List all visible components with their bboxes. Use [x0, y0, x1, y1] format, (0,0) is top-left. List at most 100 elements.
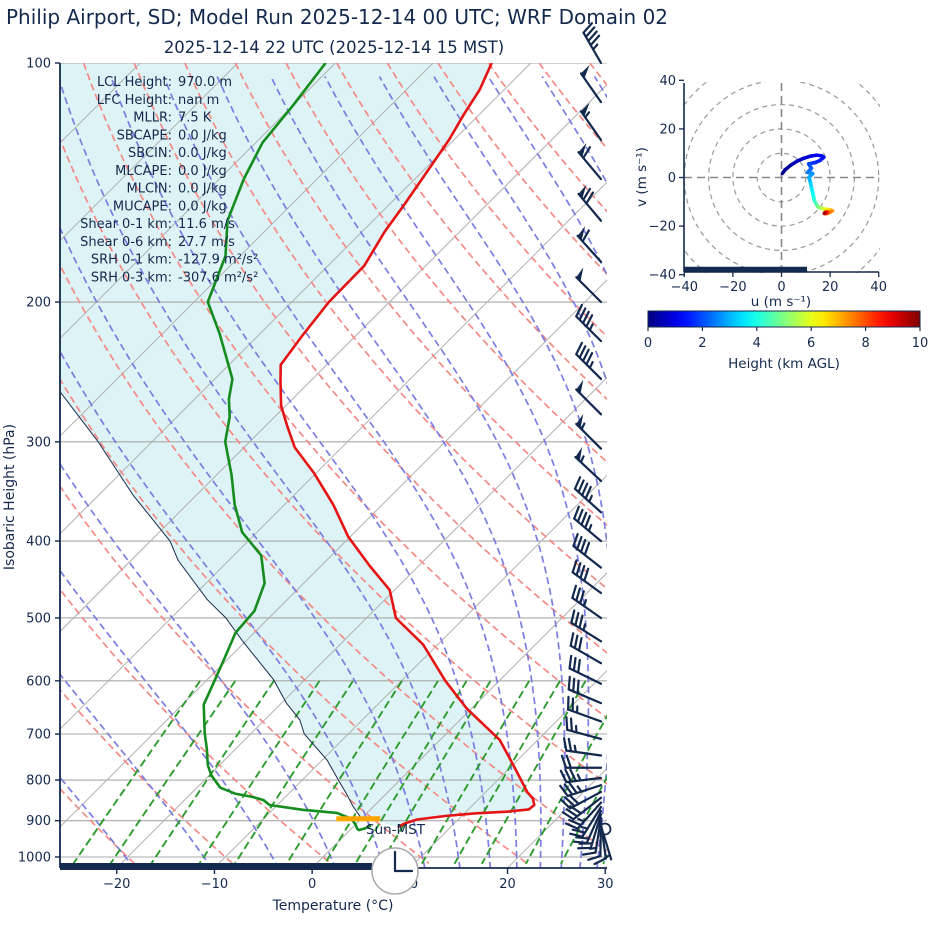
hodograph-y-label: v (m s⁻¹): [634, 147, 650, 207]
dry-adiabat-line: [60, 688, 234, 865]
wind-barb: [575, 414, 603, 450]
pressure-tick-label: 700: [26, 728, 51, 743]
moist-adiabat-line: [60, 776, 136, 868]
wind-barb: [577, 142, 603, 181]
barb-full: [585, 191, 595, 205]
ground-bar-and-clock: [60, 847, 419, 895]
wind-barb: [571, 584, 603, 620]
wind-barb: [565, 716, 603, 740]
moist-adiabat-line: [593, 76, 607, 99]
barb-full: [565, 716, 569, 731]
hodograph-range-ring: [684, 82, 880, 273]
barb-full: [567, 675, 571, 691]
index-value: 11.6 m/s: [178, 217, 235, 232]
barb-full: [559, 798, 572, 810]
hodograph-v-tick-label: 40: [659, 74, 676, 89]
index-value: 7.5 K: [178, 111, 212, 126]
barb-full: [562, 737, 568, 752]
barb-pennant: [575, 446, 583, 462]
barb-full: [569, 768, 577, 783]
wind-barb: [569, 805, 603, 838]
barb-half: [576, 773, 582, 782]
dry-adiabat-line: [133, 63, 607, 654]
moist-adiabat-line: [60, 349, 385, 868]
barb-full: [577, 479, 585, 494]
skewt-background-lines: [60, 63, 730, 869]
barb-full: [559, 784, 569, 798]
barb-full: [575, 303, 584, 318]
moist-adiabat-line: [645, 77, 730, 869]
barb-half: [588, 494, 593, 503]
barb-full: [565, 808, 579, 818]
moist-adiabat-line: [60, 569, 280, 868]
colorbar-tick-label: 6: [807, 336, 815, 351]
isotherm-line: [604, 865, 607, 868]
barb-full: [572, 677, 576, 693]
wind-barb: [561, 796, 603, 821]
barb-half: [588, 846, 598, 850]
mixing-ratio-line: [480, 680, 587, 865]
barb-full: [577, 658, 581, 674]
mixing-ratio-line: [379, 680, 492, 865]
sun-elevation-bar: [336, 816, 381, 822]
stability-indices-panel: LCL Height: 970.0 m LFC Height: nan m MLLR: 7…: [80, 75, 258, 285]
barb-full: [579, 538, 587, 554]
hodograph-v-tick-label: −20: [649, 220, 676, 235]
barb-pennant: [580, 64, 590, 79]
temperature-tick-label: −20: [103, 877, 130, 892]
isotherm-line: [409, 669, 607, 868]
height-colorbar: 0 2 4 6 8 10: [644, 310, 928, 351]
mixing-ratio-line: [72, 680, 201, 865]
wind-barb: [573, 505, 603, 543]
moist-adiabat-line: [324, 76, 590, 868]
index-value: 0.0 J/kg: [178, 164, 227, 179]
barb-full: [571, 828, 587, 834]
wind-barb: [569, 632, 603, 665]
pressure-tick-label: 500: [26, 611, 51, 626]
moist-adiabat-line: [216, 76, 542, 868]
wind-barb: [568, 654, 603, 685]
moist-adiabat-line: [60, 672, 213, 868]
barb-full: [573, 476, 582, 490]
barb-half: [591, 43, 599, 51]
hodograph-x-label: u (m s⁻¹): [751, 294, 811, 310]
barb-full: [575, 562, 582, 577]
surface-ground-bar: [60, 863, 372, 870]
barb-half: [588, 361, 594, 369]
wind-barb: [570, 609, 603, 643]
barb-full: [574, 611, 580, 627]
index-label: SRH 0-3 km:: [91, 270, 172, 285]
hodograph-trace-segment: [822, 210, 827, 216]
barb-half: [588, 323, 594, 332]
index-value: 970.0 m: [178, 75, 232, 90]
hodograph-v-tick-label: 0: [668, 171, 676, 186]
wind-barb: [579, 64, 603, 104]
barb-full: [573, 505, 580, 520]
mixing-ratio-line: [560, 775, 607, 865]
hodograph-u-tick-label: 40: [870, 280, 887, 295]
barb-full: [560, 754, 568, 769]
isotherm-line: [214, 474, 607, 868]
barb-pennant: [576, 267, 584, 282]
isotherm-line: [116, 376, 607, 868]
mixing-ratio-line: [198, 680, 321, 865]
sun-marker-label: Sun-MST: [366, 822, 426, 838]
barb-staff: [574, 455, 603, 483]
index-value: nan m: [178, 93, 219, 108]
pressure-tick-label: 900: [26, 814, 51, 829]
wind-barb: [571, 559, 603, 595]
barb-full: [582, 22, 593, 34]
barb-full: [565, 754, 572, 769]
wind-barb: [582, 22, 603, 65]
wind-barb: [559, 781, 603, 798]
barb-full: [578, 345, 587, 359]
temperature-tick-label: 0: [308, 877, 316, 892]
barb-full: [587, 30, 598, 43]
dry-adiabat-line: [82, 63, 607, 719]
barb-half: [580, 422, 586, 431]
colorbar-tick-label: 10: [912, 336, 928, 351]
colorbar-label: Height (km AGL): [728, 356, 840, 372]
barb-full: [579, 590, 585, 605]
isotherm-line: [60, 181, 607, 730]
barb-full: [576, 679, 580, 695]
